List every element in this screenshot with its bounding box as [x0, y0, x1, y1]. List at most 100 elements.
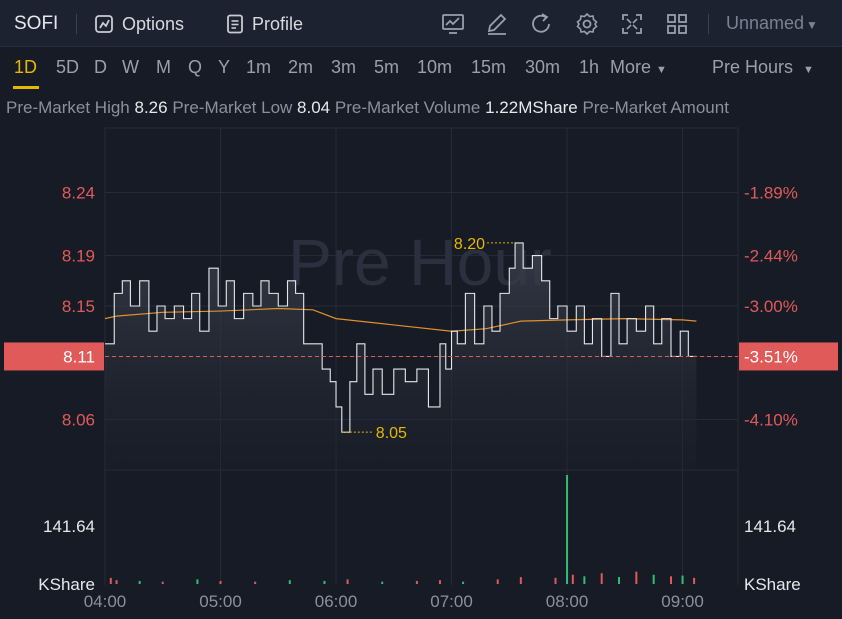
timeframe-q[interactable]: Q	[188, 57, 203, 77]
y-tick-label: 8.19	[62, 247, 95, 266]
timeframe-10m[interactable]: 10m	[417, 57, 453, 77]
volume-unit-label: KShare	[38, 575, 95, 594]
volume-bar	[566, 475, 569, 584]
timeframe-3m[interactable]: 3m	[331, 57, 357, 77]
stats-bar: Pre-Market High 8.26 Pre-Market Low 8.04…	[0, 95, 842, 121]
volume-bar	[115, 580, 118, 584]
ticker-symbol[interactable]: SOFI	[14, 13, 59, 34]
profile-label: Profile	[252, 13, 304, 34]
volume-bar	[109, 577, 112, 584]
options-icon	[95, 15, 113, 33]
gear-icon[interactable]	[574, 11, 600, 37]
volume-bar	[496, 579, 499, 584]
options-button[interactable]: Options	[94, 12, 184, 36]
current-price-badge	[4, 342, 104, 371]
volume-bar	[600, 573, 603, 584]
timeframe-y[interactable]: Y	[218, 57, 231, 77]
volume-unit-label-right: KShare	[744, 575, 801, 594]
low-label: Pre-Market Low	[172, 98, 293, 117]
volume-bar	[635, 571, 638, 584]
volume-bar	[618, 577, 621, 584]
y-tick-label-right: -4.10%	[744, 411, 798, 430]
low-value: 8.04	[297, 98, 331, 117]
volume-bar	[554, 577, 557, 584]
chart-line-icon[interactable]	[440, 11, 466, 37]
timeframe-1h[interactable]: 1h	[579, 57, 600, 77]
volume-axis-label-right: 141.64	[744, 517, 796, 536]
timeframe-15m[interactable]: 15m	[471, 57, 507, 77]
volume-bar	[288, 580, 291, 584]
fullscreen-icon[interactable]	[619, 11, 645, 37]
timeframe-w[interactable]: W	[122, 57, 139, 77]
caret-down-icon: ▼	[656, 64, 667, 76]
options-label: Options	[122, 13, 185, 34]
timeframe-30m[interactable]: 30m	[525, 57, 561, 77]
max-label: 8.20	[454, 236, 485, 253]
caret-down-icon: ▼	[803, 64, 814, 76]
timeframe-2m[interactable]: 2m	[288, 57, 314, 77]
y-tick-label: 8.24	[62, 183, 95, 202]
y-tick-label: 8.06	[62, 411, 95, 430]
volume-bar	[462, 581, 465, 584]
active-timeframe-indicator	[13, 86, 39, 89]
volume-bar	[138, 580, 141, 584]
timeframe-5d[interactable]: 5D	[56, 57, 80, 77]
volume-bar	[323, 580, 326, 584]
timeframe-1m[interactable]: 1m	[246, 57, 272, 77]
caret-down-icon: ▼	[806, 18, 818, 32]
timeframe-bar: 1D 5D D W M Q Y 1m 2m 3m 5m 10m 15m 30m …	[0, 47, 842, 89]
volume-axis-label: 141.64	[43, 517, 95, 536]
volume-bar	[254, 581, 257, 584]
volume-bar	[681, 575, 684, 584]
volume-bar	[519, 577, 522, 584]
y-tick-label-right: -3.00%	[744, 297, 798, 316]
volume-bar	[415, 580, 418, 584]
current-change-text: -3.51%	[744, 347, 798, 366]
volume-bar	[670, 576, 673, 584]
volume-bar	[693, 577, 696, 584]
session-label: Pre Hours	[712, 57, 794, 77]
session-selector[interactable]: Pre Hours ▼	[712, 57, 814, 78]
top-toolbar: SOFI Options Profile Unnamed ▼	[0, 0, 842, 47]
refresh-icon[interactable]	[528, 11, 554, 37]
more-timeframes-button[interactable]: More ▼	[610, 57, 667, 78]
timeframe-1d[interactable]: 1D	[14, 57, 38, 77]
amount-label: Pre-Market Amount	[582, 98, 729, 117]
timeframe-5m[interactable]: 5m	[374, 57, 400, 77]
high-value: 8.26	[134, 98, 168, 117]
volume-value: 1.22MShare	[485, 98, 578, 117]
x-tick-label: 08:00	[546, 592, 589, 611]
chart-annotations: 8.11 -3.51% 8.20 8.05	[4, 236, 838, 442]
current-change-badge	[739, 342, 838, 371]
x-tick-label: 07:00	[430, 592, 473, 611]
volume-bars	[109, 475, 696, 584]
volume-bar	[196, 579, 199, 584]
volume-bar	[438, 580, 441, 584]
document-icon	[227, 14, 243, 34]
min-label: 8.05	[376, 425, 407, 442]
layout-selector[interactable]: Unnamed ▼	[726, 13, 818, 34]
grid-icon[interactable]	[664, 11, 690, 37]
x-tick-label: 09:00	[661, 592, 704, 611]
y-tick-label-right: -1.89%	[744, 183, 798, 202]
profile-button[interactable]: Profile	[226, 12, 303, 36]
y-tick-label: 8.15	[62, 297, 95, 316]
volume-bar	[583, 576, 586, 584]
volume-label: Pre-Market Volume	[334, 98, 481, 117]
more-label: More	[610, 57, 652, 77]
pencil-icon[interactable]	[484, 11, 510, 37]
volume-bar	[381, 581, 384, 584]
divider	[76, 14, 77, 34]
divider	[708, 14, 709, 34]
timeframe-m[interactable]: M	[156, 57, 171, 77]
average-line	[104, 307, 697, 332]
price-line	[105, 242, 697, 433]
volume-bar	[161, 581, 164, 584]
volume-bar	[219, 580, 222, 584]
volume-bar	[346, 579, 349, 584]
layout-name: Unnamed	[726, 13, 805, 33]
chart-axes: 04:00 05:00 06:00 07:00 08:00 09:00 8.24 -1.89%…	[38, 183, 800, 611]
x-tick-label: 06:00	[315, 592, 358, 611]
timeframe-d[interactable]: D	[94, 57, 107, 77]
